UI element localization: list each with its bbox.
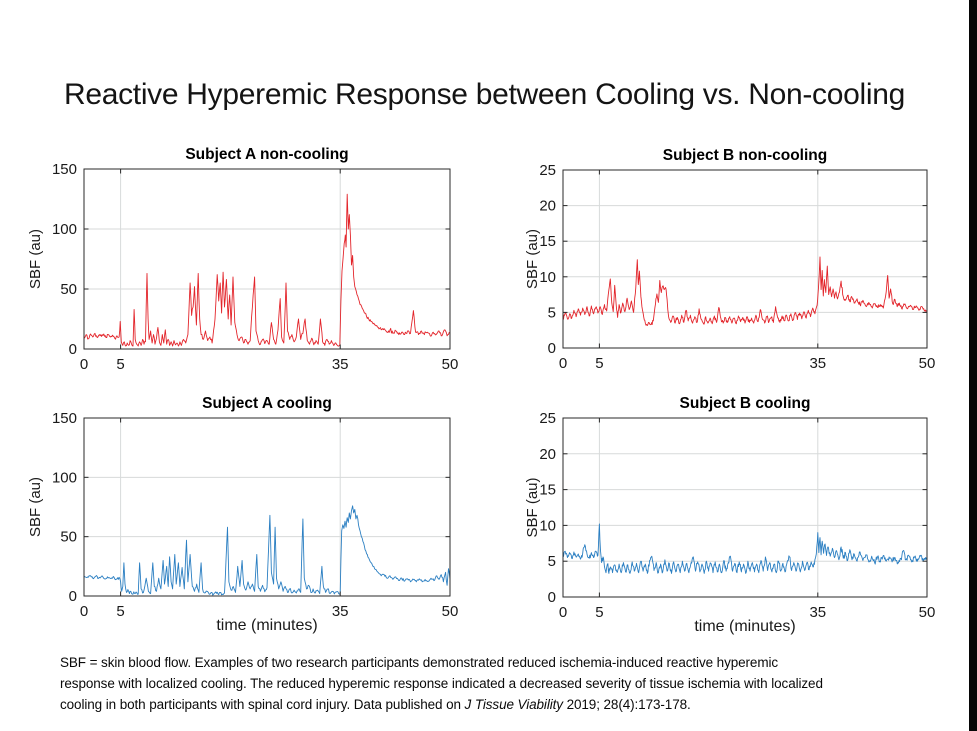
x-tick-label: 0 <box>80 356 88 373</box>
y-tick-label: 10 <box>539 517 556 534</box>
figure-caption: SBF = skin blood flow. Examples of two r… <box>60 652 950 715</box>
caption-line-1: SBF = skin blood flow. Examples of two r… <box>60 655 779 670</box>
subplot-subject-a-cooling: 0 5 35 50 0 50 100 150 Subject A cooling SBF (au)… <box>27 395 458 634</box>
y-tick-label: 150 <box>52 161 77 178</box>
y-tick-label: 25 <box>539 162 556 179</box>
x-tick-label: 50 <box>919 604 936 621</box>
x-axis-label: time (minutes) <box>694 618 795 635</box>
caption-line-2: response with localized cooling. The red… <box>60 676 823 691</box>
x-tick-label: 5 <box>116 356 124 373</box>
y-tick-label: 25 <box>539 410 556 427</box>
subplot-subject-b-cooling: 0 5 35 50 0 5 10 15 20 25 Subject B cooling SBF (au… <box>524 395 935 635</box>
caption-journal-name: J Tissue Viability <box>464 697 563 712</box>
y-tick-label: 5 <box>548 304 556 321</box>
x-tick-label: 5 <box>595 355 603 372</box>
x-tick-label: 0 <box>559 355 567 372</box>
trace-subject-a-cooling <box>83 505 451 596</box>
y-tick-label: 15 <box>539 233 556 250</box>
y-tick-label: 100 <box>52 469 77 486</box>
x-tick-label: 35 <box>332 603 349 620</box>
axis-box <box>562 417 928 598</box>
y-axis-label: SBF (au) <box>27 477 44 537</box>
y-tick-label: 100 <box>52 221 77 238</box>
y-tick-label: 150 <box>52 410 77 427</box>
caption-line-3-prefix: cooling in both participants with spinal… <box>60 697 465 712</box>
y-tick-label: 0 <box>548 340 556 357</box>
y-tick-label: 15 <box>539 482 556 499</box>
x-tick-label: 5 <box>595 604 603 621</box>
y-tick-label: 20 <box>539 446 556 463</box>
subplot-subject-b-non-cooling: 0 5 35 50 0 5 10 15 20 25 Subject B non-cooling SBF… <box>524 147 935 372</box>
axis-box <box>83 417 451 597</box>
subplot-title-subject-b-non-cooling: Subject B non-cooling <box>663 147 827 164</box>
x-tick-label: 50 <box>442 603 459 620</box>
x-axis-label: time (minutes) <box>216 617 317 634</box>
trace-subject-b-cooling <box>562 523 928 574</box>
axis-box <box>83 168 451 350</box>
y-tick-label: 20 <box>539 198 556 215</box>
x-tick-label: 50 <box>919 355 936 372</box>
y-tick-label: 0 <box>69 588 77 605</box>
x-tick-label: 35 <box>809 604 826 621</box>
x-tick-label: 0 <box>80 603 88 620</box>
x-tick-label: 50 <box>442 356 459 373</box>
trace-subject-a-non-cooling <box>83 193 450 347</box>
subplot-title-subject-b-cooling: Subject B cooling <box>680 395 811 412</box>
y-tick-label: 50 <box>60 281 77 298</box>
y-tick-label: 0 <box>69 341 77 358</box>
y-axis-label: SBF (au) <box>524 229 541 289</box>
x-tick-label: 5 <box>116 603 124 620</box>
y-tick-label: 50 <box>60 529 77 546</box>
caption-line-3: cooling in both participants with spinal… <box>60 694 950 715</box>
y-axis-label: SBF (au) <box>524 477 541 537</box>
axis-box <box>562 169 928 349</box>
x-tick-label: 35 <box>332 356 349 373</box>
y-tick-label: 5 <box>548 553 556 570</box>
y-axis-label: SBF (au) <box>27 229 44 289</box>
caption-line-3-suffix: 2019; 28(4):173-178. <box>562 697 691 712</box>
y-tick-label: 0 <box>548 589 556 606</box>
subplot-title-subject-a-cooling: Subject A cooling <box>202 395 332 412</box>
right-edge-bar <box>969 0 977 731</box>
y-tick-label: 10 <box>539 269 556 286</box>
subplot-subject-a-non-cooling: 0 5 35 50 0 50 100 150 Subject A non-cooling SBF … <box>27 146 458 373</box>
x-tick-label: 35 <box>809 355 826 372</box>
subplot-title-subject-a-non-cooling: Subject A non-cooling <box>185 146 348 163</box>
trace-subject-b-non-cooling <box>562 256 928 326</box>
x-tick-label: 0 <box>559 604 567 621</box>
page-title: Reactive Hyperemic Response between Cool… <box>63 78 906 111</box>
